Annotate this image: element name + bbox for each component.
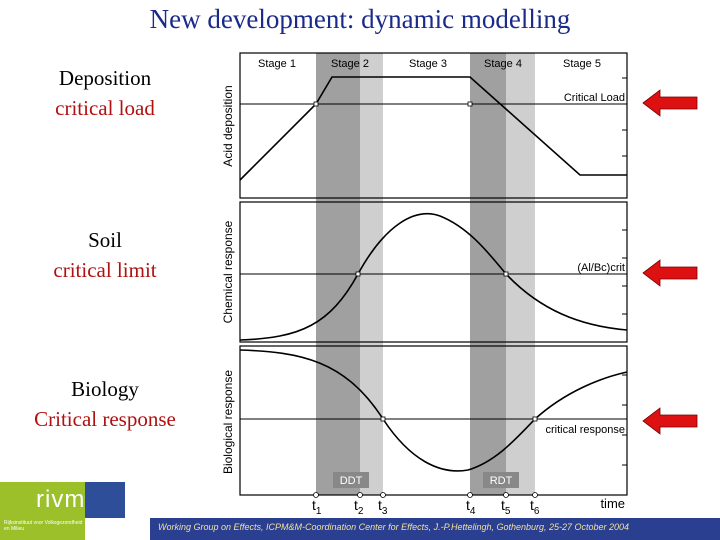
- side-label-line2: critical load: [55, 96, 155, 120]
- ylabel-biological-response: Biological response: [221, 370, 235, 474]
- stage-label-4: Stage 4: [484, 58, 522, 70]
- critical-load-label: Critical Load: [564, 92, 625, 104]
- time-tick-t4: t4: [466, 497, 476, 517]
- marker-point: [313, 101, 319, 107]
- logo-text: rivm: [36, 486, 86, 513]
- crit-ratio-label: (Al/Bc)crit: [577, 262, 625, 274]
- marker-point: [467, 101, 473, 107]
- rdt-label: RDT: [490, 475, 513, 487]
- time-tick-t5: t5: [501, 497, 511, 517]
- stage-label-5: Stage 5: [563, 58, 601, 70]
- time-tick-t3: t3: [378, 497, 388, 517]
- red-arrow-icon: [642, 89, 698, 117]
- marker-point: [355, 271, 361, 277]
- time-tick-t1: t1: [312, 497, 322, 517]
- marker-point: [380, 416, 386, 422]
- side-label-line1: Biology: [71, 377, 139, 401]
- side-label-deposition: Deposition critical load: [20, 63, 190, 123]
- ylabel-acid-deposition: Acid deposition: [221, 85, 235, 166]
- rdt-box: [483, 472, 519, 488]
- biological-response-curve: [239, 349, 628, 472]
- footer-text: Working Group on Effects, ICPM&M-Coordin…: [158, 522, 630, 532]
- time-tick-markers: [313, 492, 538, 498]
- slide-title: New development: dynamic modelling: [149, 4, 571, 34]
- side-label-line2: Critical response: [34, 407, 176, 431]
- marker-point: [503, 271, 509, 277]
- stage-label-3: Stage 3: [409, 58, 447, 70]
- footer-bar: Working Group on Effects, ICPM&M-Coordin…: [150, 518, 720, 540]
- logo-subtext: Rijksinstituut voor Volksgezondheid en M…: [4, 520, 83, 532]
- ddt-box: [333, 472, 369, 488]
- ylabel-chemical-response: Chemical response: [221, 220, 235, 323]
- time-tick-t6: t6: [530, 497, 540, 517]
- xlabel-time: time: [600, 496, 625, 511]
- chemical-response-curve: [239, 212, 628, 341]
- side-label-biology: Biology Critical response: [15, 374, 195, 434]
- panel-deposition-frame: [239, 52, 628, 199]
- side-label-line1: Deposition: [58, 66, 152, 90]
- side-label-soil: Soil critical limit: [20, 225, 190, 285]
- stage-label-2: Stage 2: [331, 58, 369, 70]
- stage-label-1: Stage 1: [258, 58, 296, 70]
- panel-biological-frame: [239, 345, 628, 496]
- side-label-line1: Soil: [88, 228, 122, 252]
- red-arrow-icon: [642, 259, 698, 287]
- side-label-line2: critical limit: [53, 258, 157, 282]
- time-tick-t2: t2: [354, 497, 364, 517]
- ddt-label: DDT: [340, 475, 363, 487]
- deposition-curve: [239, 76, 627, 181]
- red-arrow-icon: [642, 407, 698, 435]
- critical-response-label: critical response: [546, 424, 625, 436]
- rivm-logo: rivm Rijksinstituut voor Volksgezondheid…: [0, 482, 150, 540]
- panel-chemical-frame: [239, 201, 628, 343]
- marker-point: [532, 416, 538, 422]
